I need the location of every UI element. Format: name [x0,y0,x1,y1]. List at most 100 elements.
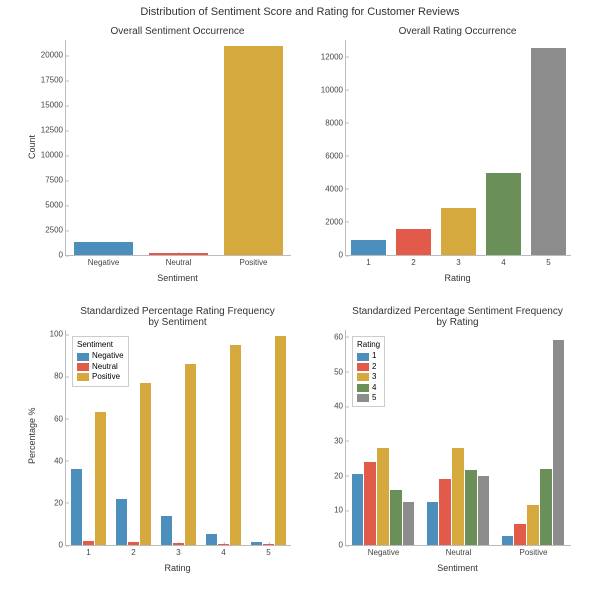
bar [390,490,402,545]
bar [149,253,208,255]
y-tick: 20 [54,498,66,507]
legend-item: Neutral [77,362,124,372]
x-tick: 4 [221,545,225,557]
y-tick: 10000 [41,151,66,160]
bar [185,364,196,545]
x-tick: 1 [366,255,370,267]
bar [224,46,283,255]
bar [540,469,552,545]
y-tick: 40 [334,402,346,411]
y-tick: 20 [334,471,346,480]
x-tick: Negative [368,545,400,557]
plot-area: 02500500075001000012500150001750020000Ne… [65,40,291,256]
legend-swatch [357,384,369,392]
y-tick: 15000 [41,101,66,110]
legend-item: Negative [77,351,124,361]
legend-swatch [357,353,369,361]
x-tick: 4 [501,255,505,267]
legend-item: 4 [357,383,380,393]
y-tick: 12000 [321,52,346,61]
legend-label: Negative [92,351,124,361]
bar [140,383,151,545]
x-axis-label: Rating [65,563,290,573]
bar [116,499,127,545]
bar [364,462,376,545]
legend-label: 2 [372,362,376,372]
bar [427,502,439,545]
bar [527,505,539,545]
x-tick: 3 [456,255,460,267]
legend-item: Positive [77,372,124,382]
legend-swatch [77,363,89,371]
legend-swatch [357,394,369,402]
plot-area: 02040608010012345SentimentNegativeNeutra… [65,330,291,546]
x-axis-label: Sentiment [345,563,570,573]
x-tick: Neutral [446,545,472,557]
legend-swatch [357,363,369,371]
x-tick: Positive [239,255,267,267]
x-tick: Positive [519,545,547,557]
y-tick: 50 [334,367,346,376]
legend-label: 1 [372,351,376,361]
legend-title: Rating [357,340,380,350]
legend-label: Neutral [92,362,118,372]
y-tick: 7500 [45,176,66,185]
y-tick: 10000 [321,85,346,94]
bar [74,242,133,256]
bar [251,542,262,545]
panel-br: Standardized Percentage Sentiment Freque… [345,330,570,545]
x-tick: 3 [176,545,180,557]
bar [553,340,565,545]
legend-item: 5 [357,393,380,403]
x-tick: 2 [411,255,415,267]
y-tick: 20000 [41,51,66,60]
panel-title: Standardized Percentage Rating Frequency… [65,306,290,328]
bar [486,173,521,255]
legend-item: 2 [357,362,380,372]
y-tick: 5000 [45,201,66,210]
y-tick: 10 [334,506,346,515]
y-tick: 2000 [325,217,346,226]
bar [95,412,106,545]
legend-item: 1 [357,351,380,361]
panel-title: Standardized Percentage Sentiment Freque… [345,306,570,328]
plot-area: 0102030405060NegativeNeutralPositiveRati… [345,330,571,546]
y-tick: 80 [54,372,66,381]
bar [263,544,274,545]
bar [478,476,490,545]
panel-tl: Overall Sentiment Occurrence025005000750… [65,40,290,255]
bar [396,229,431,255]
y-tick: 100 [50,330,66,339]
bar [514,524,526,545]
x-tick: Neutral [166,255,192,267]
figure: Distribution of Sentiment Score and Rati… [0,0,600,600]
x-tick: 5 [266,545,270,557]
legend-swatch [357,373,369,381]
y-tick: 17500 [41,76,66,85]
bar [502,536,514,545]
bar [230,345,241,545]
bar [351,240,386,255]
y-tick: 60 [54,414,66,423]
y-tick: 0 [339,251,346,260]
y-axis-label: Count [27,134,37,158]
x-tick: 5 [546,255,550,267]
x-axis-label: Rating [345,273,570,283]
panel-bl: Standardized Percentage Rating Frequency… [65,330,290,545]
figure-suptitle: Distribution of Sentiment Score and Rati… [0,6,600,18]
bar [173,543,184,545]
bar [71,469,82,545]
legend-item: 3 [357,372,380,382]
bar [352,474,364,545]
legend-label: 5 [372,393,376,403]
y-tick: 6000 [325,151,346,160]
bar [128,542,139,545]
bar [465,470,477,545]
y-axis-label: Percentage % [27,407,37,464]
legend-swatch [77,373,89,381]
legend-label: Positive [92,372,120,382]
legend-label: 3 [372,372,376,382]
bar [452,448,464,545]
x-tick: Negative [88,255,120,267]
legend: Rating12345 [352,336,385,407]
